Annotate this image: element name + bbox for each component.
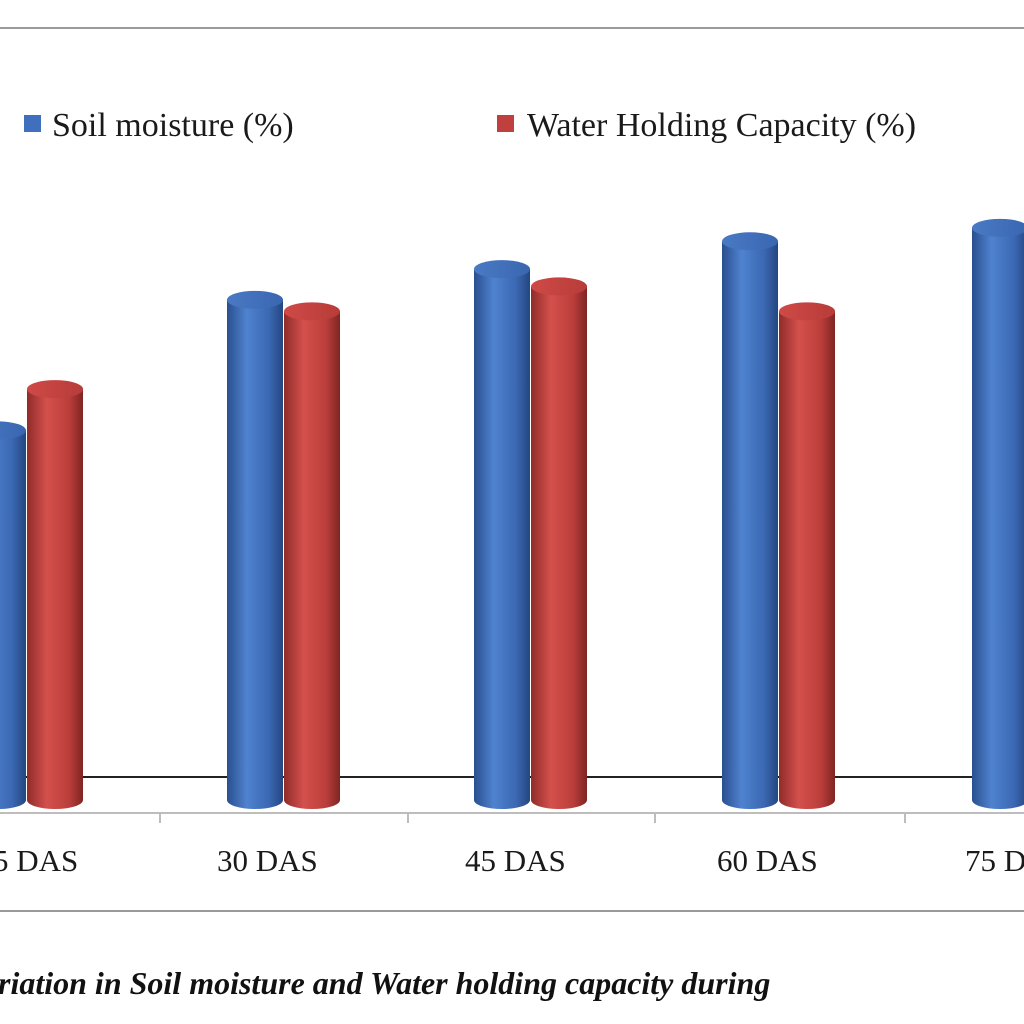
bar-top bbox=[0, 421, 26, 440]
legend: Soil moisture (%) Water Holding Capacity… bbox=[24, 107, 916, 144]
bar-soil-moisture-45-das bbox=[474, 260, 530, 809]
bar-water-holding-capacity-60-das bbox=[779, 302, 835, 809]
bar-soil-moisture-30-das bbox=[227, 290, 283, 809]
legend-swatch-soil-moisture bbox=[24, 115, 41, 132]
bar-water-holding-capacity-30-das bbox=[284, 302, 340, 809]
bar-soil-moisture-15-das bbox=[0, 421, 26, 809]
bars-group bbox=[0, 218, 1024, 809]
x-tick-label-60-das: 60 DAS bbox=[717, 843, 818, 878]
bar-body bbox=[972, 227, 1024, 809]
legend-swatch-water-holding-capacity bbox=[497, 115, 514, 132]
bar-top bbox=[474, 260, 530, 279]
bar-body bbox=[227, 299, 283, 809]
bar-top bbox=[972, 218, 1024, 237]
bar-top bbox=[27, 380, 83, 399]
x-tick-label-15-das: 5 DAS bbox=[0, 843, 78, 878]
bar-soil-moisture-60-das bbox=[722, 232, 778, 809]
bar-soil-moisture-75-das bbox=[972, 218, 1024, 809]
bar-body bbox=[531, 286, 587, 809]
bar-body bbox=[27, 389, 83, 809]
bar-body bbox=[474, 269, 530, 809]
x-tick-label-30-das: 30 DAS bbox=[217, 843, 318, 878]
bar-top bbox=[531, 277, 587, 296]
x-tick-label-75-das: 75 D bbox=[965, 843, 1024, 878]
bar-water-holding-capacity-15-das bbox=[27, 380, 83, 809]
bar-top bbox=[284, 302, 340, 321]
bar-body bbox=[722, 241, 778, 809]
bar-body bbox=[284, 311, 340, 809]
bar-top bbox=[779, 302, 835, 321]
bar-top bbox=[722, 232, 778, 251]
bar-body bbox=[0, 430, 26, 809]
bar-top bbox=[227, 290, 283, 309]
x-tick-label-45-das: 45 DAS bbox=[465, 843, 566, 878]
legend-label-soil-moisture: Soil moisture (%) bbox=[52, 107, 294, 144]
legend-label-water-holding-capacity: Water Holding Capacity (%) bbox=[527, 107, 916, 144]
bar-water-holding-capacity-45-das bbox=[531, 277, 587, 809]
figure-caption: riation in Soil moisture and Water holdi… bbox=[0, 965, 770, 1001]
bar-body bbox=[779, 311, 835, 809]
